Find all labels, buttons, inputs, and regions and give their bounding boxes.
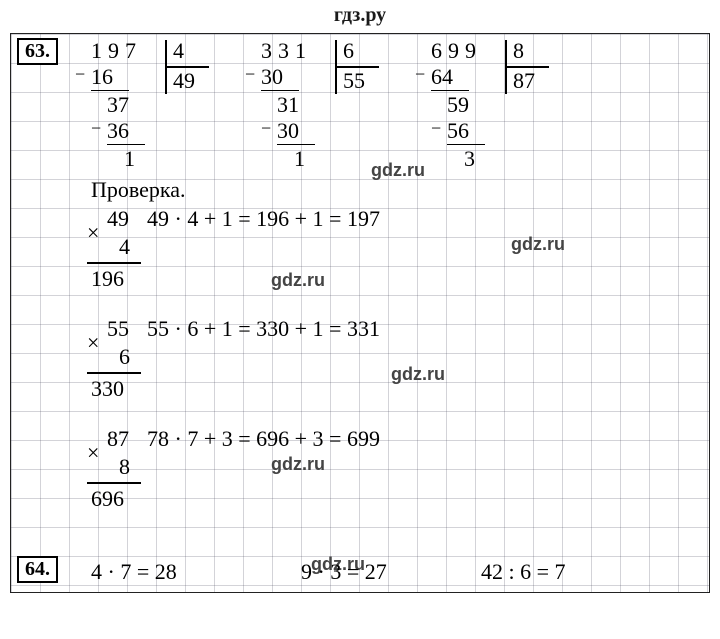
watermark: gdz.ru xyxy=(271,270,325,291)
mult3-expr: 78 · 7 + 3 = 696 + 3 = 699 xyxy=(147,426,380,452)
mult2-x: × xyxy=(87,330,99,356)
mult1-b: 4 xyxy=(119,234,130,260)
mult2-p: 330 xyxy=(91,376,124,402)
mult3-b: 8 xyxy=(119,454,130,480)
watermark: gdz.ru xyxy=(511,234,565,255)
div3-sub1: 64 xyxy=(431,64,469,91)
div3-divisor: 8 xyxy=(513,38,524,64)
mult2-a: 55 xyxy=(107,316,129,342)
div2-quotient: 55 xyxy=(343,68,365,94)
div3-minus2: − xyxy=(431,118,441,139)
mult3-line xyxy=(87,482,141,484)
div1-divisor: 4 xyxy=(173,38,184,64)
mult1-x: × xyxy=(87,220,99,246)
div1-rem2: 1 xyxy=(124,146,135,172)
mult2-expr: 55 · 6 + 1 = 330 + 1 = 331 xyxy=(147,316,380,342)
div1-minus2: − xyxy=(91,118,101,139)
mult2-line xyxy=(87,372,141,374)
div2-minus1: − xyxy=(245,64,255,85)
worksheet-grid: 63. 197 4 49 − 16 37 − 36 1 331 6 55 − 3… xyxy=(10,33,710,593)
p64-a: 4 · 7 = 28 xyxy=(91,559,177,585)
problem-64-badge: 64. xyxy=(17,556,58,583)
mult3-x: × xyxy=(87,440,99,466)
div1-dividend: 197 xyxy=(91,38,142,64)
div2-sub2: 30 xyxy=(277,118,315,145)
div3-minus1: − xyxy=(415,64,425,85)
watermark: gdz.ru xyxy=(271,454,325,475)
mult3-p: 696 xyxy=(91,486,124,512)
div3-rem2: 3 xyxy=(464,146,475,172)
div2-divisor: 6 xyxy=(343,38,354,64)
mult1-expr: 49 · 4 + 1 = 196 + 1 = 197 xyxy=(147,206,380,232)
div3-dividend: 699 xyxy=(431,38,482,64)
div1-sub1: 16 xyxy=(91,64,129,91)
div2-dividend: 331 xyxy=(261,38,312,64)
div1-quotient: 49 xyxy=(173,68,195,94)
div2-rem1: 31 xyxy=(277,92,299,118)
div1-sub2: 36 xyxy=(107,118,145,145)
div2-sub1: 30 xyxy=(261,64,299,91)
div3-sub2: 56 xyxy=(447,118,485,145)
p64-b: 9 · 3 = 27 xyxy=(301,559,387,585)
watermark: gdz.ru xyxy=(371,160,425,181)
watermark: gdz.ru xyxy=(391,364,445,385)
mult3-a: 87 xyxy=(107,426,129,452)
div2-rem2: 1 xyxy=(294,146,305,172)
worksheet-content: 63. 197 4 49 − 16 37 − 36 1 331 6 55 − 3… xyxy=(11,34,709,592)
div1-rem1: 37 xyxy=(107,92,129,118)
mult1-p: 196 xyxy=(91,266,124,292)
site-header: гдз.ру xyxy=(0,0,720,33)
div1-minus1: − xyxy=(75,64,85,85)
p64-c: 42 : 6 = 7 xyxy=(481,559,566,585)
check-label: Проверка. xyxy=(91,177,186,203)
div2-minus2: − xyxy=(261,118,271,139)
mult1-a: 49 xyxy=(107,206,129,232)
div3-rem1: 59 xyxy=(447,92,469,118)
mult2-b: 6 xyxy=(119,344,130,370)
mult1-line xyxy=(87,262,141,264)
problem-63-badge: 63. xyxy=(17,38,58,65)
div3-quotient: 87 xyxy=(513,68,535,94)
